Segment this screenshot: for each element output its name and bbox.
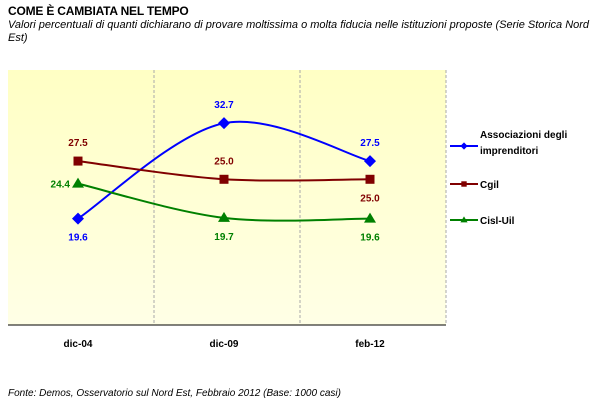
data-label: 25.0 bbox=[214, 156, 234, 167]
data-point-marker bbox=[364, 155, 376, 168]
data-label: 19.6 bbox=[360, 233, 380, 244]
data-point-marker bbox=[218, 117, 230, 130]
plot-area bbox=[8, 70, 446, 325]
x-tick-label: dic-04 bbox=[64, 339, 93, 350]
legend-marker bbox=[461, 181, 467, 187]
data-label: 32.7 bbox=[214, 100, 234, 111]
data-label: 24.4 bbox=[51, 180, 71, 191]
data-label: 25.0 bbox=[360, 193, 380, 204]
legend-marker bbox=[460, 216, 468, 223]
data-point-marker bbox=[364, 212, 376, 223]
data-label: 27.5 bbox=[360, 138, 380, 149]
data-point-marker bbox=[365, 174, 375, 184]
legend-label: imprenditori bbox=[480, 146, 539, 157]
data-point-marker bbox=[73, 156, 83, 166]
legend-marker bbox=[460, 142, 468, 150]
x-tick-label: feb-12 bbox=[355, 339, 385, 350]
data-point-marker bbox=[219, 174, 229, 184]
legend-label: Cgil bbox=[480, 180, 499, 191]
data-point-marker bbox=[72, 177, 84, 188]
legend-label: Cisl-Uil bbox=[480, 216, 515, 227]
x-tick-label: dic-09 bbox=[210, 339, 239, 350]
data-point-marker bbox=[72, 212, 84, 225]
data-label: 19.6 bbox=[68, 233, 88, 244]
data-label: 19.7 bbox=[214, 232, 234, 243]
chart-title: COME È CAMBIATA NEL TEMPO bbox=[8, 4, 189, 18]
data-point-marker bbox=[218, 211, 230, 222]
chart-subtitle: Valori percentuali di quanti dichiarano … bbox=[8, 19, 590, 44]
source-note: Fonte: Demos, Osservatorio sul Nord Est,… bbox=[8, 388, 341, 399]
legend-label: Associazioni degli bbox=[480, 130, 567, 141]
data-label: 27.5 bbox=[68, 138, 88, 149]
